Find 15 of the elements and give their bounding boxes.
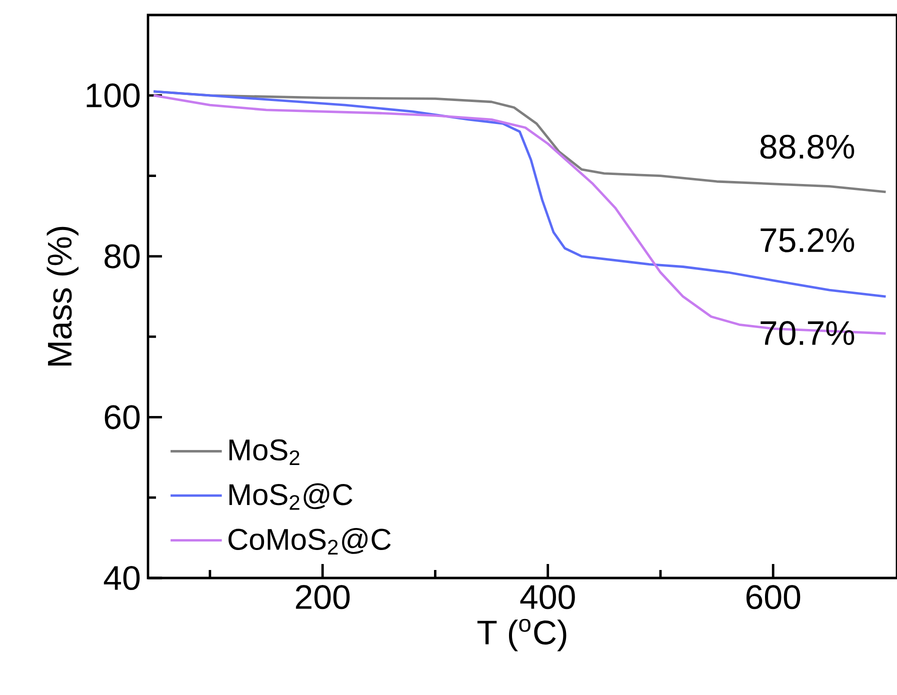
x-tick-label: 200 <box>296 585 350 610</box>
y-axis-title: Mass (%) <box>46 226 78 366</box>
y-tick-label: 100 <box>86 83 140 108</box>
legend-label: MoS$_{2}$ <box>229 439 300 465</box>
annotation: 75.2% <box>760 228 854 252</box>
annotation: 88.8% <box>760 134 854 159</box>
legend-label: MoS$_{2}$@C <box>229 483 352 510</box>
x-tick-label: 600 <box>746 585 800 610</box>
y-tick-label: 80 <box>104 244 140 268</box>
x-tick-label: 400 <box>520 585 575 610</box>
y-tick-label: 40 <box>104 566 140 590</box>
x-axis-title: T ($^{o}$C) <box>477 618 566 652</box>
y-tick-label: 60 <box>104 405 140 430</box>
annotation: 70.7% <box>760 321 854 346</box>
legend-label: CoMoS$_{2}$@C <box>228 528 391 554</box>
